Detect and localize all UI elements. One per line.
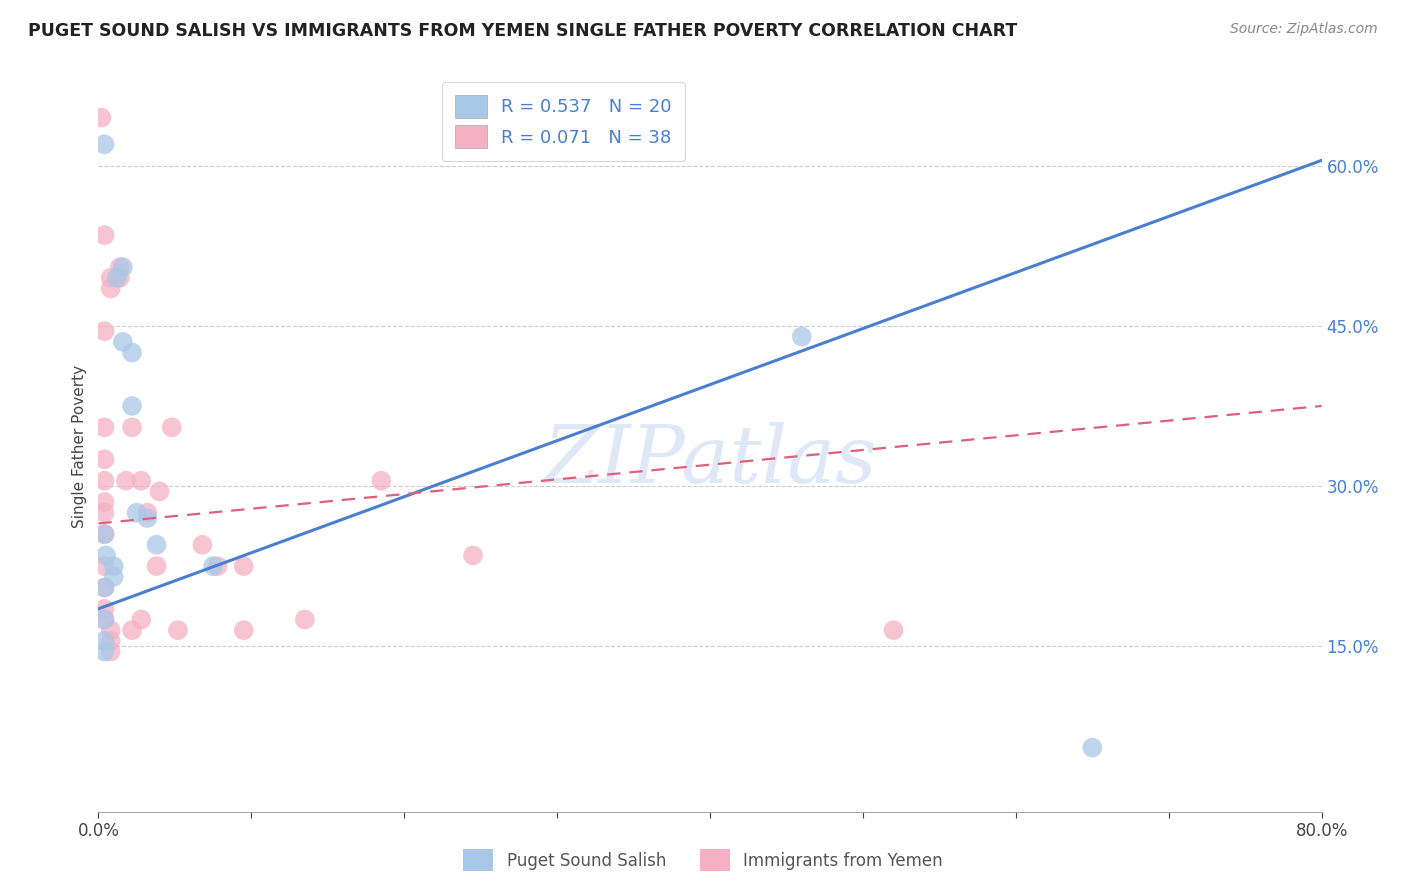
- Y-axis label: Single Father Poverty: Single Father Poverty: [72, 365, 87, 527]
- Point: [232, 623, 254, 637]
- Text: Source: ZipAtlas.com: Source: ZipAtlas.com: [1230, 22, 1378, 37]
- Point: [93, 527, 115, 541]
- Text: ZIPatlas: ZIPatlas: [543, 422, 877, 500]
- Point: [93, 581, 115, 595]
- Point: [232, 559, 254, 574]
- Point: [100, 623, 122, 637]
- Point: [111, 334, 134, 349]
- Point: [111, 260, 134, 274]
- Text: PUGET SOUND SALISH VS IMMIGRANTS FROM YEMEN SINGLE FATHER POVERTY CORRELATION CH: PUGET SOUND SALISH VS IMMIGRANTS FROM YE…: [28, 22, 1018, 40]
- Point: [207, 559, 229, 574]
- Point: [108, 270, 131, 285]
- Point: [1081, 740, 1104, 755]
- Point: [136, 511, 159, 525]
- Point: [294, 613, 316, 627]
- Point: [100, 270, 122, 285]
- Point: [121, 420, 143, 434]
- Point: [93, 527, 115, 541]
- Point: [93, 420, 115, 434]
- Point: [100, 633, 122, 648]
- Point: [93, 644, 115, 658]
- Point: [149, 484, 172, 499]
- Point: [202, 559, 225, 574]
- Point: [103, 559, 125, 574]
- Point: [145, 559, 167, 574]
- Point: [115, 474, 138, 488]
- Point: [160, 420, 183, 434]
- Point: [90, 111, 112, 125]
- Point: [103, 570, 125, 584]
- Point: [790, 329, 813, 343]
- Point: [370, 474, 392, 488]
- Point: [100, 281, 122, 295]
- Point: [125, 506, 148, 520]
- Point: [93, 602, 115, 616]
- Point: [93, 506, 115, 520]
- Point: [461, 549, 484, 563]
- Point: [93, 581, 115, 595]
- Legend: Puget Sound Salish, Immigrants from Yemen: Puget Sound Salish, Immigrants from Yeme…: [456, 841, 950, 880]
- Point: [93, 559, 115, 574]
- Point: [167, 623, 190, 637]
- Point: [93, 228, 115, 243]
- Point: [191, 538, 214, 552]
- Point: [145, 538, 167, 552]
- Point: [93, 633, 115, 648]
- Point: [93, 324, 115, 338]
- Point: [121, 399, 143, 413]
- Point: [883, 623, 905, 637]
- Point: [105, 270, 128, 285]
- Point: [93, 137, 115, 152]
- Point: [94, 549, 117, 563]
- Point: [93, 495, 115, 509]
- Point: [108, 260, 131, 274]
- Point: [121, 623, 143, 637]
- Point: [93, 613, 115, 627]
- Point: [93, 452, 115, 467]
- Point: [93, 474, 115, 488]
- Point: [129, 474, 152, 488]
- Point: [93, 613, 115, 627]
- Point: [129, 613, 152, 627]
- Point: [100, 644, 122, 658]
- Legend: R = 0.537   N = 20, R = 0.071   N = 38: R = 0.537 N = 20, R = 0.071 N = 38: [441, 82, 685, 161]
- Point: [136, 506, 159, 520]
- Point: [121, 345, 143, 359]
